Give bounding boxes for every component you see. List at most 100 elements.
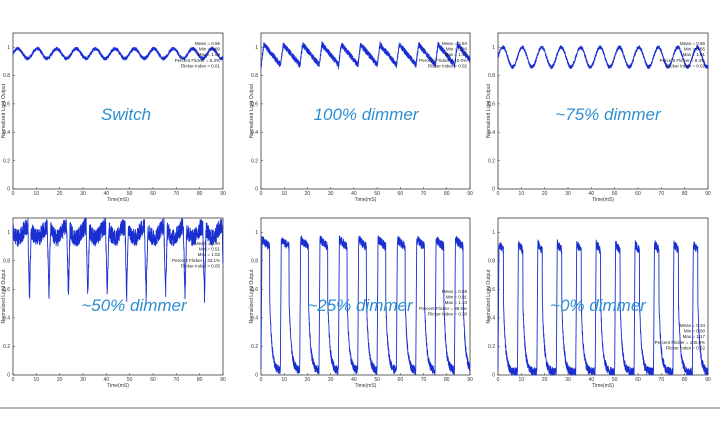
x-tick-label: 10	[34, 377, 40, 383]
stat-line: Mean = 0.59	[442, 289, 468, 294]
x-axis-label: Time(mS)	[355, 197, 377, 203]
stat-line: Mean = 0.90	[195, 241, 221, 246]
stat-line: Percent Flicker = 10.0%	[419, 58, 467, 63]
stat-line: Min = 0.51	[199, 247, 221, 252]
stat-line: Percent Flicker = 98.9%	[419, 306, 467, 311]
x-axis-label: Time(mS)	[107, 197, 129, 203]
x-tick-label: 0	[497, 377, 500, 383]
y-tick-label: 1	[492, 45, 495, 51]
x-tick-label: 40	[351, 377, 357, 383]
x-tick-label: 50	[127, 377, 133, 383]
x-tick-label: 80	[444, 191, 450, 197]
x-tick-label: 60	[150, 191, 156, 197]
stat-line: Percent Flicker = 5.3%	[175, 58, 220, 63]
stat-line: Percent Flicker = 33.1%	[172, 258, 220, 263]
x-tick-label: 60	[635, 191, 641, 197]
stat-line: Min = 0.00	[684, 329, 706, 334]
x-tick-label: 30	[565, 377, 571, 383]
series-line	[260, 235, 471, 375]
dimmer-annotation: ~50% dimmer	[81, 296, 188, 315]
y-tick-label: 0.6	[3, 287, 10, 293]
series-line	[12, 46, 224, 61]
y-tick-label: 0.6	[3, 102, 10, 108]
y-tick-label: 0.4	[251, 130, 258, 136]
bottom-divider	[0, 407, 720, 409]
chart-panel-5: 0 10 20 30 40 50 60 70 80 90 0 0.2 0.4 0.6 0.8 1 Time(mS…	[249, 217, 473, 389]
x-tick-label: 90	[705, 377, 711, 383]
x-tick-label: 70	[174, 191, 180, 197]
y-tick-label: 0.8	[488, 259, 495, 265]
y-tick-label: 0.4	[3, 316, 10, 322]
x-tick-label: 40	[351, 191, 357, 197]
y-tick-label: 0.2	[251, 158, 258, 164]
series-line	[12, 217, 224, 305]
x-tick-label: 50	[374, 191, 380, 197]
x-tick-label: 90	[467, 377, 473, 383]
y-tick-label: 0.6	[251, 287, 258, 293]
y-tick-label: 0.8	[251, 73, 258, 79]
y-tick-label: 1	[7, 45, 10, 51]
x-tick-label: 10	[519, 191, 525, 197]
chart-panel-4: 0 10 20 30 40 50 60 70 80 90 0 0.2 0.4 0.6 0.8 1 Time(mS…	[1, 217, 226, 389]
x-tick-label: 10	[281, 191, 287, 197]
stat-line: Min = 0.01	[446, 295, 468, 300]
y-tick-label: 1	[255, 45, 258, 51]
x-tick-label: 40	[589, 191, 595, 197]
x-tick-label: 30	[328, 191, 334, 197]
y-tick-label: 0.6	[488, 287, 495, 293]
series-line	[497, 239, 709, 376]
dimmer-annotation: ~0% dimmer	[550, 296, 647, 315]
stat-line: Flicker Index = 0.05	[181, 263, 221, 268]
y-tick-label: 0	[492, 373, 495, 379]
x-tick-label: 80	[682, 377, 688, 383]
y-tick-label: 0	[255, 187, 258, 193]
stat-line: Max = 1.17	[683, 334, 706, 339]
x-tick-label: 60	[398, 191, 404, 197]
y-tick-label: 0.8	[3, 259, 10, 265]
x-tick-label: 20	[57, 191, 63, 197]
y-tick-label: 1	[255, 230, 258, 236]
x-tick-label: 20	[542, 377, 548, 383]
stat-line: Max = 1.10	[445, 300, 468, 305]
stat-line: Max = 1.04	[445, 52, 468, 57]
x-tick-label: 80	[197, 191, 203, 197]
y-tick-label: 0	[7, 373, 10, 379]
x-tick-label: 90	[220, 191, 226, 197]
stat-line: Mean = 0.34	[680, 323, 706, 328]
x-tick-label: 40	[104, 191, 110, 197]
y-tick-label: 1	[7, 230, 10, 236]
x-tick-label: 40	[104, 377, 110, 383]
y-tick-label: 0.8	[488, 73, 495, 79]
stat-line: Max = 1.01	[683, 52, 706, 57]
y-tick-label: 0.4	[488, 316, 495, 322]
x-tick-label: 30	[328, 377, 334, 383]
x-tick-label: 20	[305, 191, 311, 197]
dimmer-annotation: Switch	[101, 105, 151, 124]
x-tick-label: 80	[682, 191, 688, 197]
y-tick-label: 0.2	[251, 344, 258, 350]
x-tick-label: 50	[612, 377, 618, 383]
y-tick-label: 0.4	[251, 316, 258, 322]
chart-panel-2: 0 10 20 30 40 50 60 70 80 90 0 0.2 0.4 0.6 0.8 1 Time(mS…	[249, 32, 473, 203]
y-tick-label: 0	[492, 187, 495, 193]
y-tick-label: 0.4	[488, 130, 495, 136]
y-axis-label: Normalized Light Output	[486, 269, 492, 324]
stat-line: Flicker Index = 0.52	[666, 345, 706, 350]
y-tick-label: 0.2	[3, 158, 10, 164]
x-tick-label: 0	[12, 191, 15, 197]
stat-line: Flicker Index = 0.02	[666, 63, 706, 68]
x-tick-label: 50	[127, 191, 133, 197]
x-tick-label: 50	[612, 191, 618, 197]
x-tick-label: 30	[80, 377, 86, 383]
x-tick-label: 20	[305, 377, 311, 383]
y-tick-label: 0.6	[488, 102, 495, 108]
y-tick-label: 0.6	[251, 102, 258, 108]
y-tick-label: 0.8	[251, 259, 258, 265]
series-line	[260, 41, 471, 70]
stat-line: Min = 0.86	[446, 47, 468, 52]
x-tick-label: 60	[398, 377, 404, 383]
stat-line: Max = 1.00	[198, 52, 221, 57]
stat-line: Percent Flicker = 100.0%	[655, 340, 705, 345]
x-tick-label: 0	[12, 377, 15, 383]
